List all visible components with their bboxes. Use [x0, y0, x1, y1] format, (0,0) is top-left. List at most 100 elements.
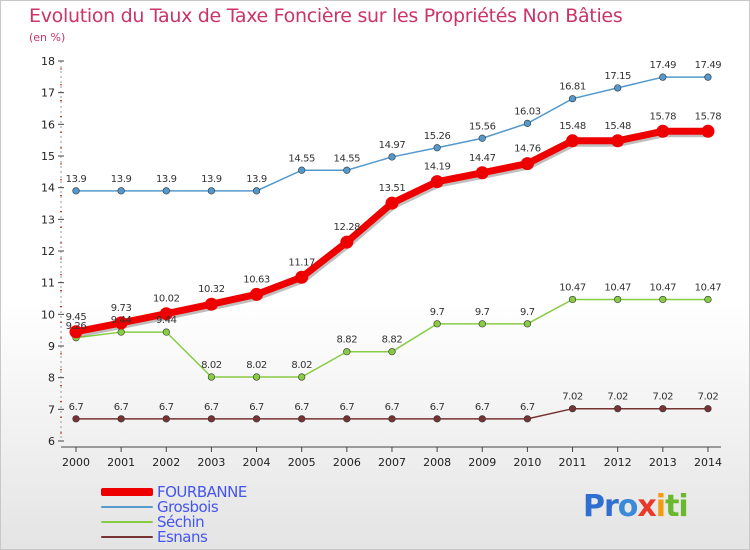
data-label: 13.51	[379, 183, 406, 194]
data-point	[523, 320, 532, 328]
data-point	[207, 187, 216, 195]
y-tick-label: 12	[41, 245, 55, 258]
data-label: 6.7	[204, 402, 219, 413]
data-label: 15.56	[469, 121, 496, 132]
data-label: 16.03	[514, 106, 541, 117]
x-tick-label: 2002	[152, 456, 180, 469]
data-label: 6.7	[475, 402, 490, 413]
legend-label: FOURBANNE	[157, 483, 247, 501]
data-point	[523, 119, 532, 127]
data-label: 14.76	[514, 144, 541, 155]
data-point	[343, 348, 351, 356]
data-label: 10.47	[695, 282, 722, 293]
data-point	[298, 415, 306, 423]
data-point	[114, 316, 128, 330]
x-tick-label: 2005	[288, 456, 316, 469]
y-tick-label: 10	[41, 308, 55, 321]
data-point	[568, 295, 577, 304]
data-point	[475, 166, 489, 180]
legend-swatch	[101, 536, 153, 538]
data-label: 15.78	[649, 111, 676, 122]
data-point	[388, 348, 396, 356]
data-label: 9.73	[111, 303, 132, 314]
logo-letter: o	[617, 489, 639, 524]
chart-title: Evolution du Taux de Taxe Foncière sur l…	[29, 5, 623, 27]
data-point	[433, 415, 441, 423]
x-tick-label: 2012	[604, 456, 632, 469]
data-label: 7.02	[607, 392, 628, 403]
data-point	[72, 187, 80, 195]
data-point	[340, 235, 354, 249]
data-point	[701, 124, 715, 138]
y-tick-label: 17	[41, 87, 55, 100]
logo-letter: P	[583, 489, 605, 524]
data-label: 15.48	[604, 121, 631, 132]
data-point	[614, 295, 622, 304]
proxiti-logo: Proxiti	[583, 489, 689, 524]
data-point	[252, 187, 261, 195]
data-label: 17.15	[604, 71, 631, 82]
data-label: 9.7	[475, 307, 490, 318]
data-point	[611, 134, 625, 148]
data-point	[162, 415, 170, 423]
data-label: 17.49	[695, 60, 722, 71]
legend-label: Séchin	[157, 513, 205, 531]
legend-item: Grosbois	[101, 498, 401, 516]
data-point	[520, 157, 534, 171]
legend-item: Séchin	[101, 513, 401, 531]
data-label: 8.82	[337, 335, 358, 346]
data-point	[343, 415, 351, 423]
data-point	[117, 415, 125, 423]
data-point	[298, 166, 306, 174]
y-tick-label: 6	[48, 435, 55, 448]
series-layer	[69, 73, 715, 423]
data-label: 15.26	[424, 131, 451, 142]
x-tick-label: 2006	[333, 456, 361, 469]
data-label: 6.7	[339, 402, 354, 413]
x-tick-label: 2010	[513, 456, 541, 469]
data-point	[207, 373, 216, 381]
data-label: 6.7	[249, 402, 264, 413]
data-label: 14.55	[288, 153, 315, 164]
data-label: 9.26	[66, 321, 87, 332]
data-point	[614, 84, 622, 92]
data-label: 7.02	[562, 392, 583, 403]
legend: FOURBANNE Grosbois Séchin Esnans	[101, 483, 401, 546]
data-point	[162, 328, 170, 336]
data-label: 14.55	[334, 153, 361, 164]
data-point	[388, 415, 396, 423]
y-tick-label: 9	[48, 340, 55, 353]
data-label: 9.45	[66, 312, 87, 323]
data-point	[343, 166, 351, 174]
y-tick-label: 7	[48, 403, 55, 416]
data-point	[614, 405, 622, 413]
series-grosbois	[72, 73, 712, 195]
data-point	[204, 297, 218, 311]
data-point	[659, 405, 667, 413]
data-label: 9.44	[111, 315, 132, 326]
data-point	[159, 307, 173, 321]
data-label: 7.02	[652, 392, 673, 403]
y-tick-label: 13	[41, 213, 55, 226]
data-point	[388, 153, 396, 161]
legend-swatch	[101, 521, 153, 523]
y-tick-label: 14	[41, 182, 55, 195]
x-tick-label: 2009	[468, 456, 496, 469]
data-point	[704, 295, 712, 304]
data-point	[704, 405, 712, 413]
data-point	[566, 134, 580, 148]
logo-letter: r	[604, 489, 619, 524]
data-point	[656, 124, 670, 138]
series-esnans	[72, 405, 712, 423]
data-point	[523, 415, 532, 423]
data-point	[252, 415, 261, 423]
data-point	[72, 415, 80, 423]
legend-label: Esnans	[157, 528, 208, 546]
data-label: 9.7	[430, 307, 445, 318]
legend-item: FOURBANNE	[101, 483, 401, 501]
data-label: 6.7	[159, 402, 174, 413]
data-labels: 13.9 13.9 13.9 13.9 13.9 14.55 14.55 14.97 15.26…	[66, 60, 722, 413]
data-point	[478, 134, 486, 142]
data-label: 13.9	[66, 174, 87, 185]
